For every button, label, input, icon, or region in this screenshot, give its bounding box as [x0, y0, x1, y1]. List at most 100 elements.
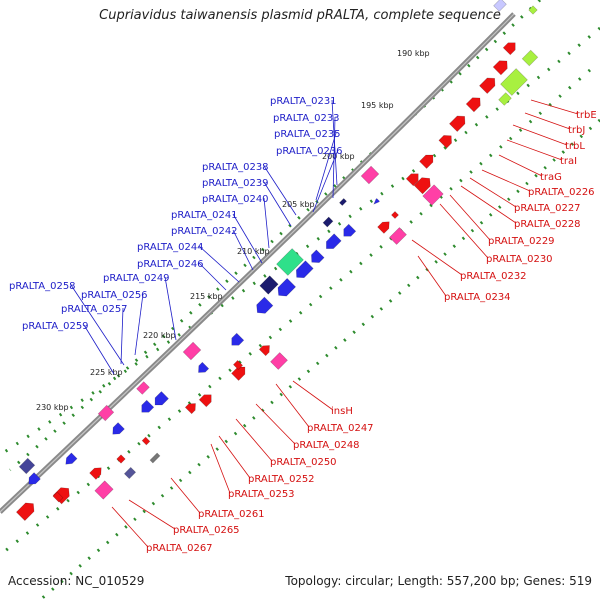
plus-strand-gene-dark-shape [123, 466, 137, 480]
plus-strand-gene [277, 277, 297, 297]
plus-strand-gene-shape [326, 233, 342, 249]
lime-gene [493, 0, 507, 12]
plus-strand-gene-label: pRALTA_0236 [276, 146, 343, 157]
minus-label-leader [524, 112, 571, 130]
genome-summary-text: Topology: circular; Length: 557,200 bp; … [285, 574, 592, 588]
plus-strand-gene [112, 422, 125, 435]
minus-strand-gene-shape [438, 135, 452, 149]
minus-label-leader [460, 185, 517, 224]
minus-strand-gene-label: traI [560, 156, 577, 167]
plus-strand-gene-dark-shape [259, 275, 279, 295]
pseudo-gene [94, 480, 114, 500]
plus-strand-gene-label: pRALTA_0244 [137, 242, 204, 253]
hypothetical-gene-shape [149, 452, 161, 464]
plus-strand-gene [326, 233, 342, 249]
minus-strand-gene-label: insH [331, 406, 353, 417]
pseudo-gene-shape [182, 341, 202, 361]
minus-strand-gene-small-shape [391, 211, 399, 219]
minus-label-leader [417, 255, 447, 297]
plus-strand-gene-shape [295, 260, 314, 279]
plus-strand-gene [256, 296, 274, 314]
minus-label-leader [275, 383, 310, 428]
plus-strand-gene-small [373, 198, 380, 205]
minus-strand-gene-shape [479, 77, 496, 94]
minus-strand-gene-shape [198, 394, 212, 408]
minus-label-leader [449, 194, 491, 241]
plus-strand-gene-small [339, 198, 347, 206]
lime-gene [528, 5, 538, 15]
plus-strand-gene-shape [154, 391, 169, 406]
pseudo-gene-shape [270, 352, 288, 370]
plus-strand-gene-shape [65, 452, 78, 465]
plus-label-leader [70, 284, 125, 366]
gc-track-outer-b [39, 118, 600, 600]
minus-strand-gene-small [141, 436, 151, 446]
plus-strand-gene [154, 391, 169, 406]
plus-label-leader [120, 307, 124, 365]
kbp-tick-label: 230 kbp [36, 403, 69, 412]
minus-strand-gene-small [232, 359, 244, 371]
minus-strand-gene [52, 487, 70, 505]
plus-strand-gene-label: pRALTA_0246 [137, 259, 204, 270]
minus-strand-gene-small-shape [232, 359, 244, 371]
minus-label-leader [481, 169, 531, 192]
minus-strand-gene-shape [89, 467, 102, 480]
lime-gene [498, 92, 512, 106]
minus-strand-gene [492, 60, 508, 76]
plus-strand-gene-label: pRALTA_0258 [9, 281, 76, 292]
plus-strand-gene-shape [198, 361, 210, 373]
plus-strand-gene-shape [141, 399, 155, 413]
kbp-tick-label: 200 kbp [322, 152, 355, 161]
minus-strand-gene-label: pRALTA_0253 [228, 489, 295, 500]
minus-strand-gene-label: pRALTA_0227 [514, 203, 581, 214]
plus-strand-gene-shape [277, 277, 297, 297]
plus-strand-gene-label: pRALTA_0233 [273, 113, 340, 124]
plus-strand-gene-dark [123, 466, 137, 480]
minus-label-leader [292, 380, 334, 411]
plus-label-leader [263, 181, 292, 227]
minus-strand-gene [258, 345, 270, 357]
accession-text: Accession: NC_010529 [8, 574, 145, 588]
minus-strand-gene [413, 177, 431, 195]
plus-label-leader [232, 213, 263, 264]
minus-strand-gene-shape [258, 345, 270, 357]
plus-strand-gene-small-shape [339, 198, 347, 206]
plus-strand-gene-label: pRALTA_0257 [61, 304, 128, 315]
minus-strand-gene-shape [15, 502, 35, 522]
minus-strand-gene-shape [465, 97, 481, 113]
minus-strand-gene-label: pRALTA_0229 [488, 236, 555, 247]
minus-strand-gene [502, 42, 516, 56]
minus-strand-gene [438, 135, 452, 149]
lime-gene [521, 49, 539, 67]
pseudo-gene [136, 381, 150, 395]
pseudo-gene [360, 165, 380, 185]
plus-strand-gene-shape [311, 249, 325, 263]
plus-strand-gene [231, 332, 245, 346]
minus-strand-gene-label: traG [540, 172, 562, 183]
minus-strand-gene-label: pRALTA_0230 [486, 254, 553, 265]
hypothetical-gene [149, 452, 161, 464]
plus-strand-gene-label: pRALTA_0241 [171, 210, 238, 221]
minus-strand-gene-shape [405, 173, 419, 187]
plus-strand-gene-shape [256, 296, 274, 314]
minus-label-leader [235, 418, 273, 462]
minus-label-leader [218, 435, 251, 479]
minus-strand-gene-small [116, 454, 126, 464]
minus-strand-gene-shape [184, 403, 196, 415]
plus-strand-gene-shape [28, 472, 41, 485]
minus-strand-gene-shape [377, 221, 390, 234]
plus-label-leader [232, 229, 254, 271]
pseudo-gene [270, 352, 288, 370]
minus-strand-gene-label: trbJ [568, 125, 585, 136]
plus-strand-gene-label: pRALTA_0238 [202, 162, 269, 173]
pseudo-gene [97, 404, 115, 422]
plus-strand-gene-shape [343, 223, 357, 237]
plus-strand-gene-label: pRALTA_0239 [202, 178, 269, 189]
minus-label-leader [506, 139, 563, 161]
minus-strand-gene [449, 115, 466, 132]
map-title: Cupriavidus taiwanensis plasmid pRALTA, … [99, 8, 501, 23]
minus-strand-gene-label: pRALTA_0226 [528, 187, 595, 198]
plus-label-leader [198, 262, 227, 291]
